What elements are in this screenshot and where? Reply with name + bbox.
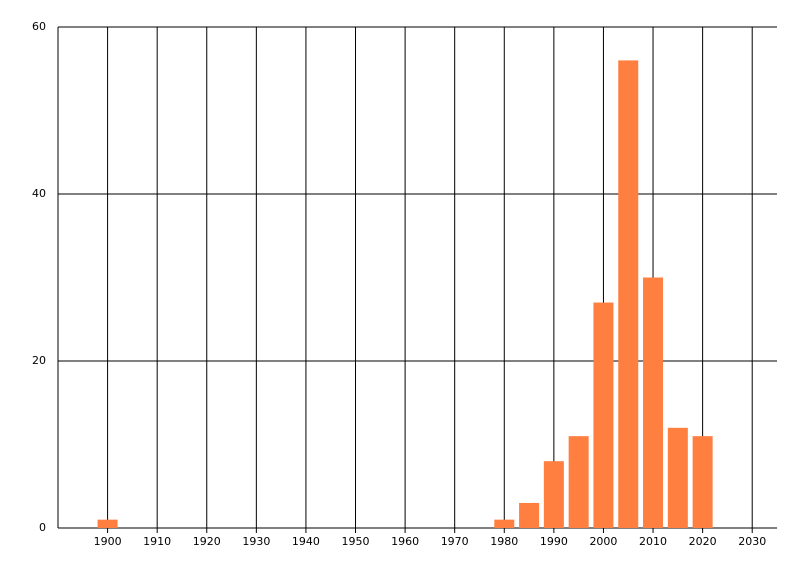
y-tick-label: 40: [32, 187, 46, 200]
x-tick-label: 1970: [441, 535, 469, 548]
bar: [618, 60, 639, 529]
bar: [692, 436, 713, 528]
x-tick-label: 2030: [738, 535, 766, 548]
y-tick-label: 20: [32, 354, 46, 367]
x-tick-label: 2010: [639, 535, 667, 548]
y-tick-label: 60: [32, 20, 46, 33]
y-tick-label: 0: [39, 521, 46, 534]
bar: [543, 461, 564, 528]
x-tick-label: 1900: [94, 535, 122, 548]
bar: [667, 427, 688, 528]
bar: [643, 277, 664, 528]
x-tick-label: 1940: [292, 535, 320, 548]
bar: [494, 519, 515, 528]
x-tick-label: 1960: [391, 535, 419, 548]
bar: [519, 502, 540, 528]
x-tick-label: 1980: [490, 535, 518, 548]
x-tick-label: 1910: [143, 535, 171, 548]
bar: [568, 436, 589, 528]
x-tick-label: 2000: [589, 535, 617, 548]
x-tick-label: 1990: [540, 535, 568, 548]
x-tick-label: 1930: [242, 535, 270, 548]
bar: [97, 519, 118, 528]
x-tick-label: 1950: [342, 535, 370, 548]
bar: [593, 302, 614, 528]
x-tick-label: 1920: [193, 535, 221, 548]
x-tick-label: 2020: [689, 535, 717, 548]
